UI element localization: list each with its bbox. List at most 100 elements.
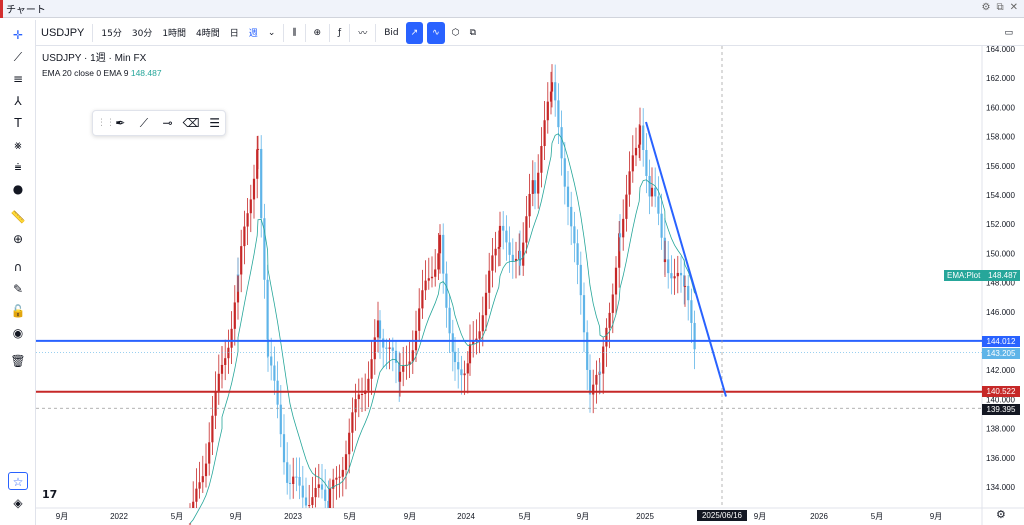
layers-icon[interactable]: ◈ — [13, 496, 23, 510]
candle-body — [252, 178, 256, 200]
drawing-float-toolbar: ⋮⋮ ✒ ⟋ ⊸ ⌫ ☰ — [92, 110, 226, 136]
candle-body — [236, 274, 240, 276]
brush-icon[interactable]: ✒ — [115, 116, 126, 130]
eye-icon[interactable]: ◉ — [12, 326, 24, 340]
candle-body — [679, 272, 683, 276]
candle-body — [360, 394, 364, 396]
timeframe-1w[interactable]: 週 — [248, 29, 258, 39]
candle-body — [472, 340, 475, 345]
candle-body — [260, 148, 263, 219]
lock-icon[interactable]: 🔓 — [10, 304, 26, 318]
candle-body — [579, 264, 582, 296]
candle-body — [308, 505, 311, 507]
candle-body — [648, 175, 651, 197]
candle-body — [188, 523, 192, 525]
trendline — [645, 121, 727, 397]
candle-body — [335, 477, 338, 480]
trendline-icon[interactable]: ⟋ — [13, 50, 23, 64]
candle-body — [683, 285, 687, 287]
template-icon[interactable]: ⬡ — [451, 27, 460, 38]
timeframe-1h[interactable]: 1時間 — [162, 29, 187, 39]
tradingview-logo: 17 — [42, 488, 58, 501]
candle-body — [327, 500, 330, 508]
candle-body — [378, 320, 382, 339]
layout-icon[interactable]: ⧉ — [469, 27, 477, 38]
price-tick-label: 162.000 — [986, 74, 1015, 83]
legend-indicator-value: 148.487 — [130, 68, 162, 78]
price-tick-label: 154.000 — [986, 191, 1015, 200]
candle-body — [451, 333, 454, 352]
candle-body — [421, 290, 424, 309]
candle-body — [402, 365, 405, 372]
candle-style-icon[interactable]: ⫼ — [292, 27, 297, 38]
candle-body — [642, 125, 645, 151]
candle-body — [546, 101, 549, 121]
magnet-icon[interactable]: ∩ — [13, 260, 23, 274]
candle-body — [240, 246, 243, 275]
chart-toolbar: USDJPY 15分 30分 1時間 4時間 日 週 ⌄ ⫼ ⊕ ƒ 〰 Bid… — [36, 20, 1024, 46]
horizontal-lines-icon[interactable]: ≡ — [12, 72, 24, 86]
pattern-icon[interactable]: ⨳ — [14, 138, 22, 152]
candle-body — [411, 350, 414, 362]
candle-body — [292, 476, 295, 485]
axis-settings-icon[interactable]: ⚙ — [996, 509, 1006, 521]
candle-body — [256, 148, 260, 150]
text-icon[interactable]: T — [14, 116, 22, 130]
candle-body — [511, 254, 514, 262]
trash-icon[interactable]: 🗑 — [10, 354, 26, 368]
price-tag-red: 140.522 — [982, 386, 1020, 397]
timeframe-4h[interactable]: 4時間 — [196, 29, 220, 39]
price-source-button[interactable]: Bid — [384, 27, 399, 38]
time-tick-label: 9月 — [230, 512, 242, 521]
line-icon[interactable]: ⟋ — [139, 115, 149, 130]
time-tick-label: 5月 — [519, 512, 531, 521]
candle-body — [622, 218, 625, 238]
pitchfork-icon[interactable]: ⅄ — [14, 94, 22, 108]
candle-body — [533, 180, 537, 194]
candle-body — [586, 332, 589, 370]
time-tick-label: 9月 — [930, 512, 942, 521]
candle-body — [391, 347, 394, 351]
candle-body — [605, 327, 608, 347]
drag-handle-icon[interactable]: ⋮⋮ — [97, 118, 115, 128]
timeframe-30m[interactable]: 30分 — [131, 29, 153, 39]
close-icon[interactable]: ✕ — [1009, 2, 1018, 13]
fullscreen-icon[interactable]: ▭ — [1004, 27, 1013, 38]
candle-body — [249, 199, 252, 214]
measure-icon[interactable]: 📏 — [10, 210, 26, 224]
window-titlebar: チャート ⚙ ⧉ ✕ — [0, 0, 1024, 18]
ruler-fib-icon[interactable]: ⩧ — [14, 160, 22, 174]
time-tick-label: 9月 — [56, 512, 68, 521]
settings-icon[interactable]: ⚙ — [981, 2, 991, 13]
compare-icon[interactable]: 〰 — [358, 29, 368, 39]
wave-icon[interactable]: ∿ — [427, 21, 445, 44]
timeframe-15m[interactable]: 15分 — [101, 29, 122, 39]
legend-title: USDJPY · 1週 · Min FX — [42, 53, 147, 64]
candle-body — [478, 331, 481, 339]
timeframe-1d[interactable]: 日 — [229, 29, 239, 39]
settings-lines-icon[interactable]: ☰ — [209, 116, 221, 130]
candle-body — [288, 482, 292, 485]
add-icon[interactable]: ⊕ — [313, 27, 322, 38]
candle-body — [475, 338, 478, 341]
hline-icon[interactable]: ⊸ — [162, 116, 173, 130]
candle-body — [460, 369, 463, 376]
candle-body — [687, 285, 690, 301]
symbol-selector[interactable]: USDJPY — [41, 26, 85, 39]
zoom-icon[interactable]: ⊕ — [12, 232, 24, 246]
indicator-icon[interactable]: ƒ — [338, 27, 342, 38]
candle-body — [618, 233, 622, 238]
crosshair-icon[interactable]: ✛ — [12, 28, 24, 42]
favorites-icon[interactable]: ☆ — [8, 472, 28, 490]
line-tool-icon[interactable]: ↗ — [405, 21, 424, 44]
candle-body — [224, 358, 227, 365]
lock-drawings-icon[interactable]: ✎ — [12, 282, 24, 296]
eraser-icon[interactable]: ⌫ — [182, 116, 200, 130]
candle-body — [468, 344, 472, 364]
popout-icon[interactable]: ⧉ — [996, 2, 1004, 13]
chevron-down-icon[interactable]: ⌄ — [267, 27, 276, 38]
candle-body — [540, 146, 543, 173]
circle-icon[interactable]: ● — [12, 182, 24, 196]
candle-body — [351, 412, 354, 433]
